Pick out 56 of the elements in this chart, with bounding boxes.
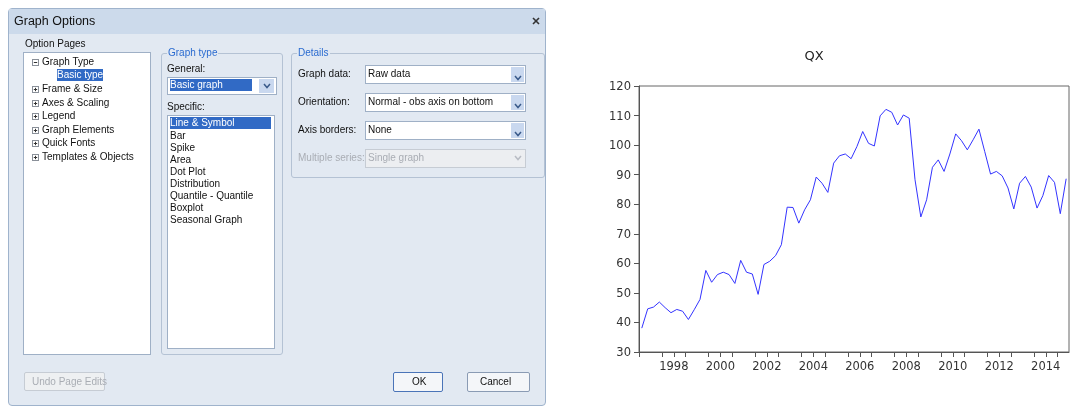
- text: Dot Plot: [170, 166, 206, 178]
- text: Specific:: [167, 101, 205, 113]
- y-tick-label: 120: [609, 79, 631, 93]
- text: Spike: [170, 142, 196, 154]
- line-series: [641, 108, 1067, 329]
- y-tick-label: 110: [609, 108, 631, 123]
- x-tick-label: 2006: [845, 359, 875, 373]
- text: Details: [297, 47, 330, 59]
- text: Quick Fonts: [42, 137, 96, 149]
- text: Basic graph: [170, 79, 252, 91]
- text: Undo Page Edits: [32, 376, 108, 388]
- x-tick-label: 2008: [891, 359, 921, 373]
- y-tick-label: 30: [616, 345, 631, 359]
- text: OK: [412, 376, 427, 388]
- text: Graph Options: [14, 14, 96, 28]
- text: Templates & Objects: [42, 151, 134, 163]
- text: Basic type: [57, 69, 104, 81]
- text: Axis borders:: [298, 124, 357, 136]
- y-tick-label: 60: [616, 256, 631, 271]
- x-tick-label: 2002: [752, 359, 782, 373]
- text: Line & Symbol: [170, 117, 271, 129]
- x-tick-label: 1998: [659, 359, 689, 373]
- y-tick-label: 90: [616, 167, 631, 182]
- text: Quantile - Quantile: [170, 190, 254, 202]
- x-tick-label: 2014: [1031, 359, 1061, 373]
- text: General:: [167, 63, 206, 75]
- text: Multiple series:: [298, 152, 365, 164]
- text: Distribution: [170, 178, 221, 190]
- y-tick-label: 80: [616, 197, 631, 212]
- y-tick-label: 50: [616, 285, 631, 300]
- text: Legend: [42, 110, 76, 122]
- text: Option Pages: [25, 38, 86, 50]
- text: Axes & Scaling: [42, 97, 110, 109]
- text: Raw data: [368, 68, 411, 80]
- x-tick-label: 2010: [938, 359, 968, 373]
- y-tick-label: 100: [609, 138, 631, 153]
- x-tick-label: 2004: [798, 359, 828, 373]
- text: None: [368, 124, 392, 136]
- chart-title: QX: [804, 48, 824, 63]
- text: Graph data:: [298, 68, 351, 80]
- text: Graph type: [167, 47, 219, 59]
- text: Boxplot: [170, 202, 204, 214]
- text: Normal - obs axis on bottom: [368, 96, 494, 108]
- x-tick-label: 2000: [705, 359, 735, 373]
- text: Area: [170, 154, 192, 166]
- text: Seasonal Graph: [170, 214, 243, 226]
- x-tick-label: 2012: [984, 359, 1014, 373]
- text: Orientation:: [298, 96, 350, 108]
- text: Graph Type: [42, 56, 95, 68]
- text: Cancel: [480, 376, 512, 388]
- text: Frame & Size: [42, 83, 103, 95]
- text: Bar: [170, 130, 186, 142]
- text: Graph Elements: [42, 124, 115, 136]
- y-tick-label: 40: [616, 315, 631, 330]
- y-tick-label: 70: [616, 226, 631, 241]
- text: Single graph: [368, 152, 425, 164]
